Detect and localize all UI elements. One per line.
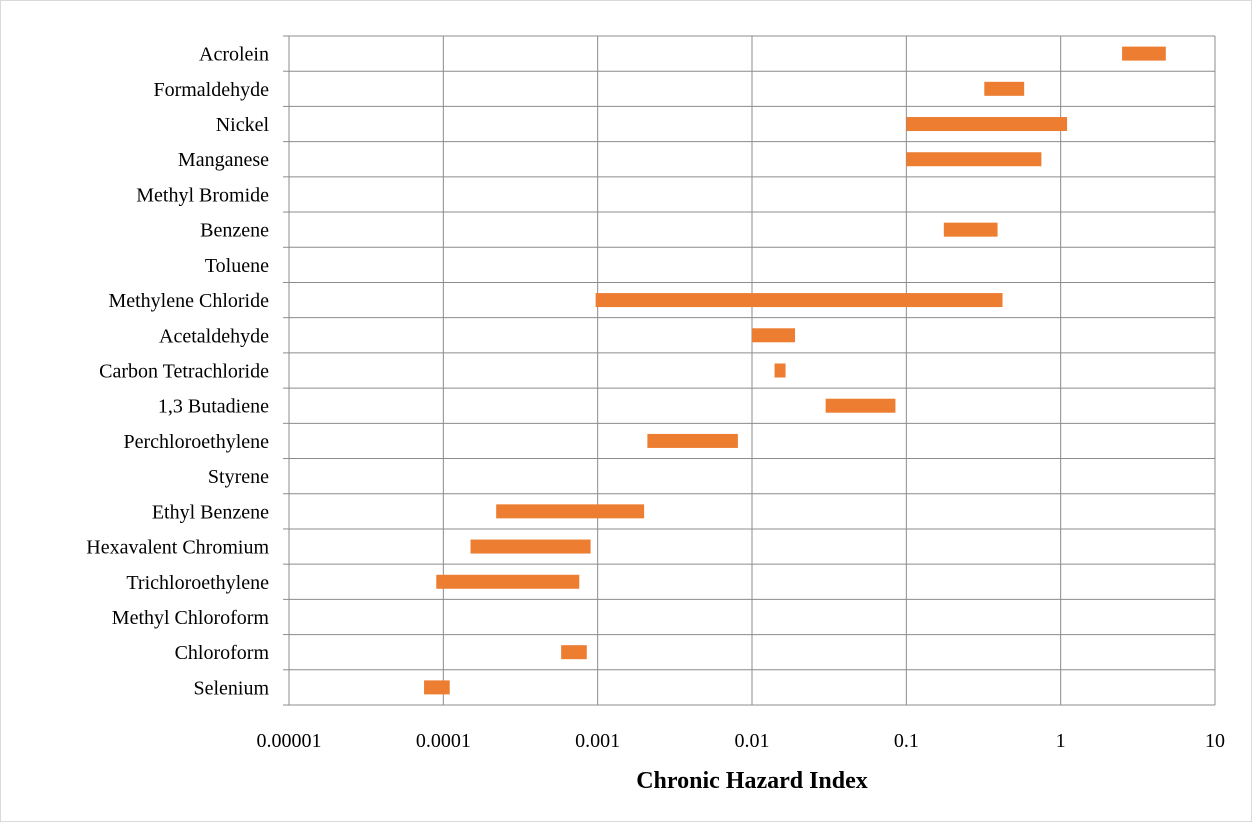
- range-bar: [436, 574, 580, 589]
- range-bar: [424, 680, 450, 695]
- x-tick-label: 0.0001: [416, 730, 471, 752]
- x-tick-label: 1: [1056, 730, 1066, 752]
- category-labels: Acrolein Formaldehyde Nickel Manganese Methy…: [86, 44, 269, 700]
- range-bars: [424, 46, 1166, 695]
- range-bar: [496, 504, 645, 519]
- range-bar: [943, 222, 998, 237]
- category-label: Perchloroethylene: [124, 431, 270, 453]
- category-label: Ethyl Benzene: [152, 501, 269, 523]
- range-bar: [906, 117, 1068, 132]
- category-label: Methylene Chloride: [108, 290, 269, 312]
- range-bar: [825, 398, 896, 413]
- range-bar: [774, 363, 786, 378]
- range-bar: [906, 152, 1042, 167]
- range-bar: [1122, 46, 1166, 61]
- range-bar: [561, 645, 587, 660]
- category-label: Acrolein: [199, 44, 269, 66]
- category-label: Nickel: [216, 114, 270, 136]
- x-tick-label: 0.00001: [257, 730, 322, 752]
- category-label: Trichloroethylene: [126, 572, 269, 594]
- category-label: Chloroform: [175, 642, 270, 664]
- x-tick-label: 0.001: [575, 730, 620, 752]
- category-label: Benzene: [200, 220, 269, 242]
- range-bar: [470, 539, 591, 554]
- category-label: Methyl Bromide: [136, 184, 269, 206]
- category-label: Manganese: [178, 149, 269, 171]
- category-label: Styrene: [208, 466, 269, 488]
- range-bar: [647, 433, 738, 448]
- x-tick-label: 0.1: [894, 730, 919, 752]
- category-label: Selenium: [193, 677, 269, 699]
- category-label: Hexavalent Chromium: [86, 537, 269, 559]
- category-label: Carbon Tetrachloride: [99, 361, 269, 383]
- x-axis-title: Chronic Hazard Index: [636, 768, 868, 794]
- category-label: Formaldehyde: [153, 79, 269, 101]
- range-bar: [595, 293, 1003, 308]
- category-label: 1,3 Butadiene: [158, 396, 269, 418]
- category-label: Toluene: [205, 255, 269, 277]
- x-tick-labels: 0.00001 0.0001 0.001 0.01 0.1 1 10: [257, 730, 1226, 752]
- range-bar: [752, 328, 796, 343]
- x-tick-label: 10: [1205, 730, 1225, 752]
- category-label: Methyl Chloroform: [112, 607, 270, 629]
- grid: [283, 35, 1216, 706]
- x-tick-label: 0.01: [735, 730, 770, 752]
- category-label: Acetaldehyde: [159, 325, 269, 347]
- range-bar: [984, 81, 1025, 96]
